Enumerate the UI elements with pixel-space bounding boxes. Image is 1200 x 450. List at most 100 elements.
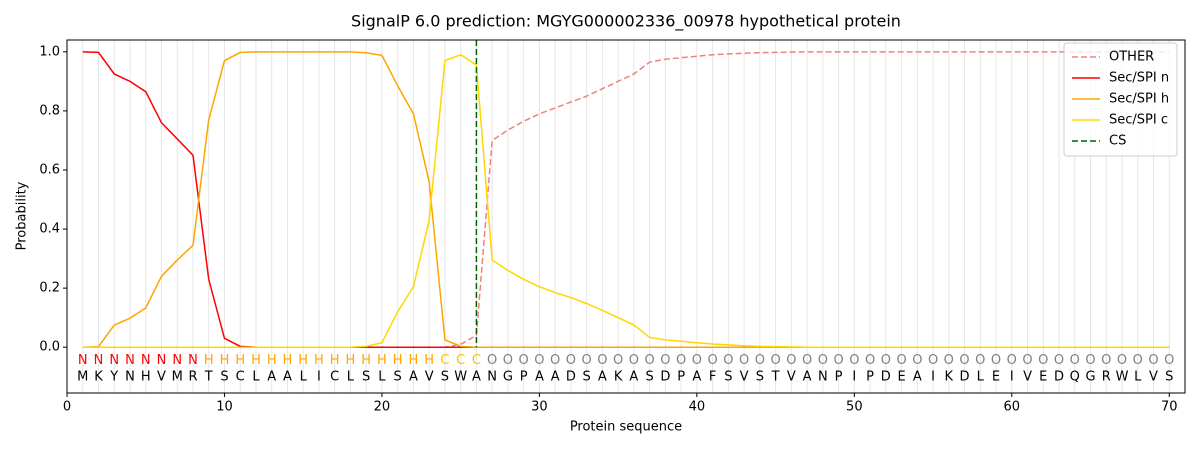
region-label: O	[1054, 353, 1064, 368]
x-tick-label: 70	[1161, 400, 1178, 415]
y-tick-label: 0.4	[39, 222, 60, 237]
residue: P	[677, 369, 685, 384]
residue: V	[740, 369, 749, 384]
region-label: O	[865, 353, 875, 368]
x-tick-label: 20	[374, 400, 391, 415]
residue: M	[77, 369, 88, 384]
residue: N	[818, 369, 828, 384]
residue: S	[645, 369, 653, 384]
region-label: H	[424, 353, 434, 368]
residue: D	[960, 369, 970, 384]
region-label: H	[346, 353, 356, 368]
region-label: O	[566, 353, 576, 368]
residue: L	[347, 369, 355, 384]
region-label: O	[833, 353, 843, 368]
residue: A	[409, 369, 418, 384]
legend-label: Sec/SPI n	[1109, 71, 1169, 86]
region-label: C	[440, 353, 449, 368]
residue: S	[362, 369, 370, 384]
region-label: O	[912, 353, 922, 368]
residue: P	[520, 369, 528, 384]
region-label: O	[645, 353, 655, 368]
residue: S	[756, 369, 764, 384]
region-label: N	[125, 353, 135, 368]
region-label: O	[487, 353, 497, 368]
residue: I	[317, 369, 321, 384]
series-line	[82, 53, 1170, 348]
region-label: O	[1101, 353, 1111, 368]
residue: W	[1116, 369, 1129, 384]
region-label: O	[896, 353, 906, 368]
region-label: O	[802, 353, 812, 368]
region-label: H	[298, 353, 308, 368]
region-label: H	[330, 353, 340, 368]
residue: Y	[109, 369, 118, 384]
region-label: O	[1085, 353, 1095, 368]
region-label: O	[1148, 353, 1158, 368]
residue: I	[852, 369, 856, 384]
region-label: H	[220, 353, 230, 368]
residue: I	[1010, 369, 1014, 384]
y-tick-label: 1.0	[39, 44, 60, 59]
residue: A	[283, 369, 292, 384]
residue: G	[503, 369, 513, 384]
x-tick-label: 40	[689, 400, 706, 415]
residue: Q	[1070, 369, 1080, 384]
residue: K	[945, 369, 954, 384]
residue: N	[125, 369, 135, 384]
region-label: N	[78, 353, 88, 368]
residue: D	[1054, 369, 1064, 384]
region-label: C	[456, 353, 465, 368]
y-tick-label: 0.8	[39, 103, 60, 118]
x-axis-label: Protein sequence	[570, 420, 682, 435]
residue: S	[583, 369, 591, 384]
residue: L	[977, 369, 985, 384]
region-label: O	[944, 353, 954, 368]
region-label: H	[361, 353, 371, 368]
region-label: N	[157, 353, 167, 368]
region-label: O	[739, 353, 749, 368]
region-label: O	[991, 353, 1001, 368]
region-label: H	[283, 353, 293, 368]
residue: A	[551, 369, 560, 384]
residue: V	[425, 369, 434, 384]
residue: V	[1023, 369, 1032, 384]
y-axis-label: Probability	[15, 181, 30, 250]
region-label: O	[881, 353, 891, 368]
plot-frame	[66, 39, 1186, 394]
region-label: O	[723, 353, 733, 368]
region-label: O	[770, 353, 780, 368]
residue: V	[1149, 369, 1158, 384]
region-label: N	[188, 353, 198, 368]
residue: R	[188, 369, 197, 384]
region-label: O	[1022, 353, 1032, 368]
region-label: N	[141, 353, 151, 368]
residue: L	[300, 369, 308, 384]
residue: C	[330, 369, 339, 384]
region-label: O	[519, 353, 529, 368]
region-label: O	[786, 353, 796, 368]
residue: T	[204, 369, 213, 384]
residue: E	[897, 369, 905, 384]
region-label: H	[377, 353, 387, 368]
x-tick-label: 0	[63, 400, 71, 415]
region-label: O	[1038, 353, 1048, 368]
region-label: H	[409, 353, 419, 368]
region-label: O	[928, 353, 938, 368]
region-label: O	[818, 353, 828, 368]
region-label: O	[707, 353, 717, 368]
residue: M	[172, 369, 183, 384]
residue: E	[1039, 369, 1047, 384]
legend-label: CS	[1109, 134, 1126, 149]
residue: G	[1085, 369, 1095, 384]
region-label: O	[1070, 353, 1080, 368]
residue: A	[598, 369, 607, 384]
residue: A	[472, 369, 481, 384]
region-label: H	[235, 353, 245, 368]
residue: K	[94, 369, 103, 384]
residue: A	[629, 369, 638, 384]
region-label: O	[1164, 353, 1174, 368]
residue: S	[441, 369, 449, 384]
